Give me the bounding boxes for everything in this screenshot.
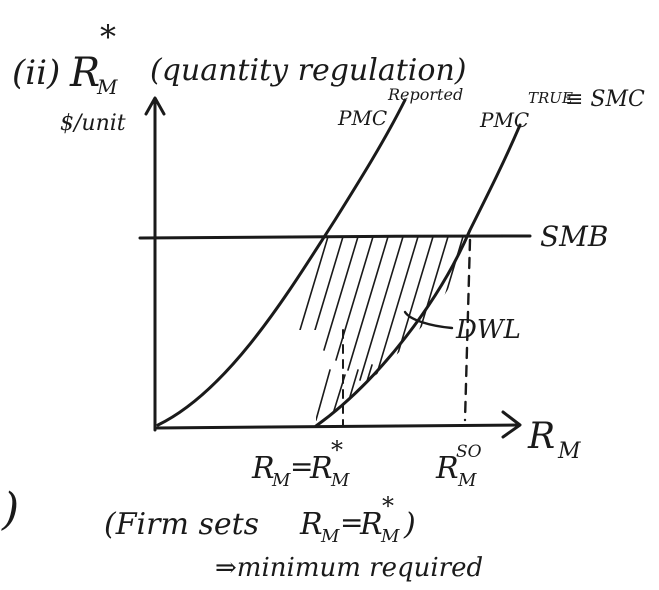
- smb-curve: SMB: [138, 220, 608, 253]
- pmc-true-curve: PMC TRUE ≡ SMC: [314, 87, 645, 428]
- so-base: R: [435, 451, 459, 486]
- title-symbol-sup: *: [100, 18, 116, 56]
- smb-line: [138, 234, 532, 240]
- left-edge-fragment: ): [1, 484, 19, 535]
- caption-rhs: R: [359, 507, 383, 542]
- y-axis-arrow: [144, 96, 166, 116]
- caption-rhs-sub: M: [380, 526, 400, 547]
- dwl-annotation: DWL: [403, 310, 521, 345]
- caption: (Firm sets R M = R M * ) ⇒minimum requir…: [104, 492, 483, 583]
- dwl-label: DWL: [455, 315, 521, 345]
- caption-note: ⇒minimum required: [215, 553, 483, 583]
- regulated-rhs-sub: M: [330, 470, 350, 491]
- caption-lhs-sub: M: [320, 526, 340, 547]
- caption-lhs: R: [299, 507, 323, 542]
- regulated-rhs-sup: *: [331, 436, 343, 464]
- x-axis-label-sub: M: [557, 439, 581, 464]
- dwl-region: [299, 236, 466, 426]
- so-sub: M: [457, 470, 477, 491]
- pmc-true-sup: TRUE: [528, 89, 573, 107]
- pmc-true-suffix: ≡ SMC: [565, 87, 645, 112]
- x-tick-regulated: R M = R M *: [251, 436, 350, 491]
- caption-rhs-sup: *: [382, 492, 394, 520]
- pmc-reported-curve: PMC Reported: [156, 85, 463, 427]
- smb-label: SMB: [540, 220, 608, 253]
- diagram-title: (ii) R M * (quantity regulation): [12, 18, 466, 99]
- x-axis-label: R: [527, 416, 555, 457]
- title-symbol: R: [69, 50, 100, 96]
- pmc-reported-base: PMC: [337, 106, 387, 130]
- so-sup: SO: [456, 442, 482, 462]
- title-description: (quantity regulation): [150, 53, 466, 88]
- pmc-true-base: PMC: [479, 108, 529, 132]
- regulated-rhs: R: [309, 451, 333, 486]
- y-axis-label: $/unit: [60, 111, 126, 136]
- pmc-reported-sup: Reported: [387, 85, 463, 104]
- x-axis-arrow: [501, 410, 522, 439]
- pmc-true-line: [314, 123, 522, 428]
- regulated-eq: =: [290, 450, 313, 483]
- pmc-reported-line: [156, 98, 407, 427]
- axes: $/unit R M: [60, 96, 581, 464]
- regulated-lhs: R: [251, 451, 275, 486]
- caption-eq: =: [340, 506, 363, 539]
- social-optimum-guide: [463, 238, 472, 422]
- caption-close: ): [403, 507, 416, 542]
- title-roman: (ii): [12, 53, 60, 93]
- dwl-leader: [403, 310, 454, 330]
- title-symbol-sub: M: [96, 75, 118, 99]
- dwl-hatching: [299, 236, 466, 426]
- regulated-lhs-sub: M: [271, 470, 291, 491]
- x-tick-social-optimum: R M SO: [435, 442, 482, 491]
- caption-open: (Firm sets: [104, 507, 259, 542]
- x-axis: [153, 423, 520, 430]
- dashed-guides: [342, 238, 472, 427]
